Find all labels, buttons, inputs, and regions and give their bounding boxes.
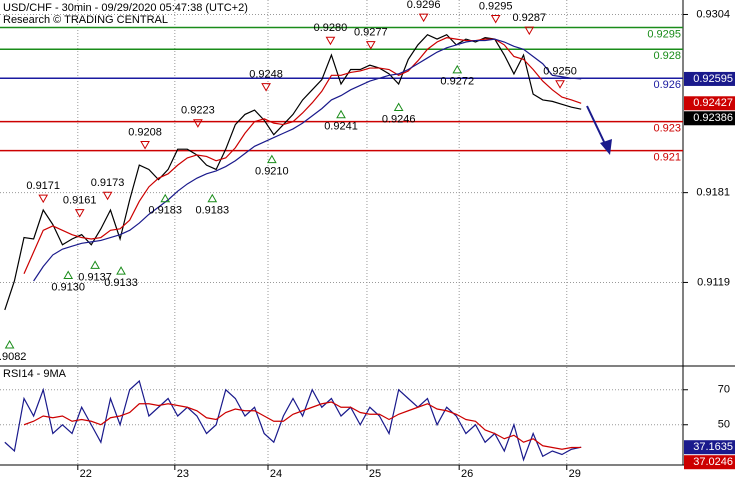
y-tick-label: 0.9119 [697,276,730,288]
low-marker [207,193,218,203]
high-marker [490,15,501,24]
high-label: 0.9295 [479,0,513,12]
forecast-arrow [586,105,607,147]
level-label: 0.9295 [647,28,681,40]
series-line [23,401,582,450]
low-label: 0.9183 [195,205,229,217]
low-marker [160,193,171,203]
high-label: 0.9223 [181,105,215,117]
chart-subtitle: Research © TRADING CENTRAL [3,14,168,26]
high-label: 0.9173 [91,177,125,189]
x-tick-label: 22 [80,468,92,480]
low-label: 0.9130 [51,281,85,293]
series-line [23,37,582,274]
last-value-box [684,455,735,470]
level-label: 0.926 [653,79,681,91]
low-label: 0.9210 [255,166,289,178]
low-label: 0.9133 [104,277,138,289]
high-label: 0.9296 [407,0,441,11]
high-marker [102,191,113,201]
level-label: 0.928 [653,50,681,62]
last-value-label: 37.1635 [693,441,733,453]
level-label: 0.921 [653,152,681,164]
high-marker [193,119,203,128]
high-label: 0.9250 [543,66,577,78]
rsi-title: RSI14 - 9MA [3,368,67,380]
chart-title: USD/CHF - 30min - 09/29/2020 05:47:38 (U… [3,2,248,14]
x-tick-label: 26 [461,468,473,480]
high-marker [74,209,85,218]
high-label: 0.9277 [354,26,388,38]
last-value-box [684,440,735,455]
last-value-label: 37.0246 [693,456,733,468]
series-line [4,34,582,311]
high-label: 0.9248 [249,69,283,81]
high-marker [261,83,271,92]
forecast-arrow-head [600,139,612,155]
y-tick-label: 0.9304 [696,8,730,20]
x-tick-label: 29 [569,468,581,480]
series-line [33,38,582,282]
high-label: 0.9287 [512,12,546,24]
low-marker [90,260,100,269]
low-marker [116,266,126,275]
low-label: 0.9137 [78,271,112,283]
high-marker [418,13,429,23]
x-tick-label: 25 [369,468,381,480]
last-value-box [684,71,735,86]
y-tick-label: 0.9181 [696,187,730,199]
series-line [4,379,582,462]
x-tick-label: 24 [270,468,282,480]
low-marker [266,154,277,164]
high-marker [524,26,535,36]
low-label: 0.9272 [440,76,474,88]
high-marker [140,141,150,150]
high-label: 0.9171 [26,180,60,192]
high-label: 0.9208 [128,126,162,138]
low-label: 0.9082 [0,351,26,363]
last-value-box [684,111,735,126]
low-marker [4,340,15,349]
level-label: 0.923 [653,123,681,135]
low-marker [336,109,346,119]
low-marker [452,64,463,74]
x-tick-label: 23 [177,468,189,480]
low-marker [393,102,404,111]
last-value-box [684,96,735,111]
y-tick-label: 70 [718,384,730,396]
high-marker [365,41,376,50]
high-marker [555,80,565,89]
y-tick-label: 50 [718,419,730,431]
low-label: 0.9241 [324,121,358,133]
high-marker [38,194,49,204]
high-marker [325,36,336,46]
low-label: 0.9246 [382,113,416,125]
low-marker [63,270,74,280]
high-label: 0.9161 [63,195,97,207]
last-value-label: 0.92386 [693,112,733,124]
high-label: 0.9280 [314,22,348,34]
last-value-label: 0.92427 [693,97,733,109]
last-value-label: 0.92595 [693,73,733,85]
low-label: 0.9183 [148,205,182,217]
